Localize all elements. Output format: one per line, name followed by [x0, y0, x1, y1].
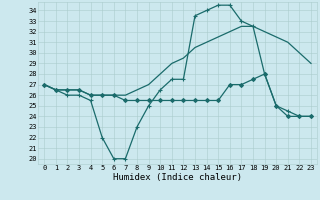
X-axis label: Humidex (Indice chaleur): Humidex (Indice chaleur)	[113, 173, 242, 182]
